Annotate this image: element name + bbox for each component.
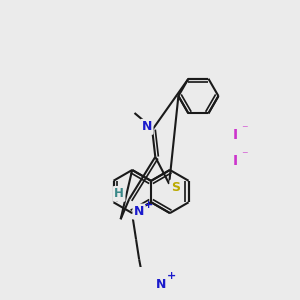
Text: ⁻: ⁻ — [242, 150, 248, 163]
Text: +: + — [144, 200, 153, 210]
Text: N: N — [156, 278, 167, 291]
Text: N: N — [142, 120, 152, 134]
Text: +: + — [167, 271, 176, 281]
Text: I: I — [232, 154, 237, 168]
Text: S: S — [171, 181, 180, 194]
Text: ⁻: ⁻ — [242, 123, 248, 136]
Text: N: N — [134, 205, 144, 218]
Text: I: I — [232, 128, 237, 142]
Text: H: H — [114, 187, 124, 200]
